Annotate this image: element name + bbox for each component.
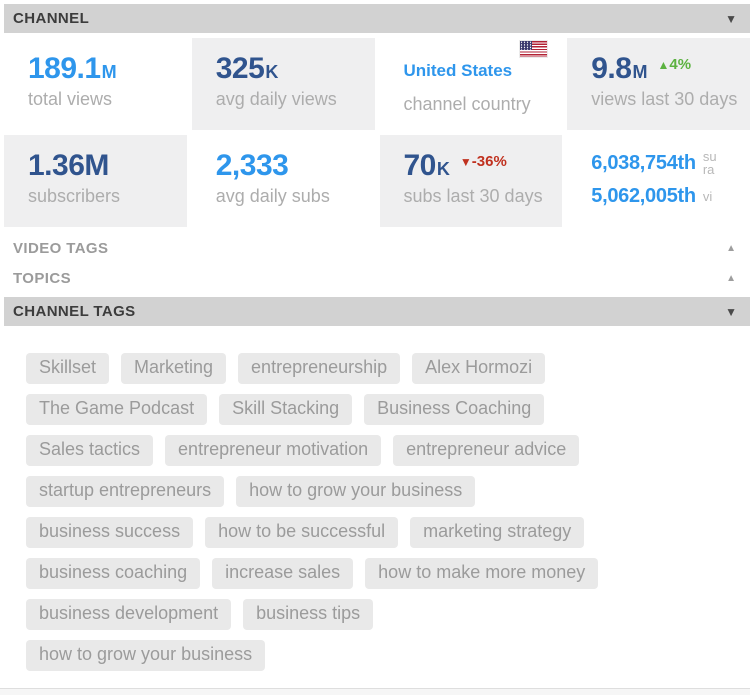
stat-avg-daily-subs: 2,333 avg daily subs <box>191 135 375 227</box>
us-flag-icon <box>520 41 548 57</box>
triangle-up-icon: ▲ <box>657 58 670 73</box>
chevron-down-icon[interactable]: ▼ <box>725 11 737 26</box>
subs-30d-delta-value: -36% <box>471 153 507 171</box>
channel-tag[interactable]: entrepreneur motivation <box>165 435 382 466</box>
channel-tag-row: business development business tips <box>26 599 730 630</box>
triangle-down-icon: ▼ <box>459 155 472 170</box>
channel-tag[interactable]: entrepreneur advice <box>393 435 580 466</box>
stat-subscribers: 1.36M subscribers <box>4 135 187 227</box>
views-rank-value: 5,062,005th <box>591 185 696 207</box>
avg-daily-views-value: 325 <box>215 52 265 85</box>
avg-daily-subs-value: 2,333 <box>215 149 289 182</box>
channel-tag[interactable]: business coaching <box>26 558 201 589</box>
stat-subs-last-30-days: 70 K ▼-36% subs last 30 days <box>379 135 563 227</box>
views-rank-note: vi <box>702 188 713 204</box>
channel-tag-row: startup entrepreneurs how to grow your bu… <box>26 476 730 507</box>
channel-country-value: United States <box>403 61 513 80</box>
channel-tag-row: The Game Podcast Skill Stacking Business C… <box>26 394 730 425</box>
channel-tag[interactable]: Skillset <box>26 353 110 384</box>
subs-30d-suffix: K <box>436 159 450 179</box>
channel-tag-row: how to grow your business <box>26 640 730 671</box>
channel-tag[interactable]: increase sales <box>212 558 354 589</box>
channel-tag[interactable]: how to make more money <box>365 558 599 589</box>
subscribers-value: 1.36M <box>28 149 109 182</box>
total-views-value: 189.1 <box>28 52 101 85</box>
channel-tag[interactable]: The Game Podcast <box>26 394 208 425</box>
subscriber-rank-value: 6,038,754th <box>591 152 696 174</box>
channel-stats-grid: 189.1 M total views 325 K avg daily views … <box>4 38 750 227</box>
channel-tag[interactable]: entrepreneurship <box>238 353 401 384</box>
channel-tag[interactable]: Business Coaching <box>364 394 545 425</box>
section-topics[interactable]: TOPICS ▲ <box>4 263 750 293</box>
avg-daily-subs-label: avg daily subs <box>215 185 330 206</box>
channel-tag[interactable]: how to be successful <box>205 517 399 548</box>
stat-channel-ranks: 6,038,754th su ra 5,062,005th vi <box>567 135 750 227</box>
total-views-suffix: M <box>101 62 117 82</box>
stat-total-views: 189.1 M total views <box>4 38 187 130</box>
views-30d-suffix: M <box>632 62 648 82</box>
views-30d-delta-value: 4% <box>669 56 692 74</box>
channel-tag-row: business coaching increase sales how to ma… <box>26 558 730 589</box>
total-views-label: total views <box>28 88 113 109</box>
channel-tag[interactable]: Alex Hormozi <box>412 353 546 384</box>
stat-views-last-30-days: 9.8 M ▲4% views last 30 days <box>567 38 750 130</box>
channel-tag-row: Sales tactics entrepreneur motivation entr… <box>26 435 730 466</box>
channel-section-title: CHANNEL <box>13 10 90 27</box>
channel-tag[interactable]: Skill Stacking <box>219 394 353 425</box>
channel-country-label: channel country <box>403 94 531 114</box>
channel-tag[interactable]: marketing strategy <box>410 517 585 548</box>
channel-tag[interactable]: how to grow your business <box>26 640 266 671</box>
channel-tag[interactable]: business development <box>26 599 232 630</box>
subs-30d-delta: ▼-36% <box>460 153 507 170</box>
avg-daily-views-suffix: K <box>265 62 279 82</box>
stat-avg-daily-views: 325 K avg daily views <box>191 38 375 130</box>
channel-tags-list: Skillset Marketing entrepreneurship Alex Ho… <box>0 326 750 671</box>
video-tags-label: VIDEO TAGS <box>13 239 109 257</box>
avg-daily-views-label: avg daily views <box>215 88 337 109</box>
channel-tag[interactable]: business tips <box>243 599 374 630</box>
views-30d-value: 9.8 <box>591 52 632 85</box>
collapsed-sections: VIDEO TAGS ▲ TOPICS ▲ <box>0 233 750 293</box>
subs-30d-label: subs last 30 days <box>403 185 543 206</box>
chevron-down-icon[interactable]: ▼ <box>725 304 737 319</box>
views-30d-delta: ▲4% <box>657 56 691 73</box>
channel-tag[interactable]: Sales tactics <box>26 435 154 466</box>
views-30d-label: views last 30 days <box>591 88 738 109</box>
channel-tag[interactable]: how to grow your business <box>236 476 476 507</box>
channel-tag-row: business success how to be successful mark… <box>26 517 730 548</box>
channel-tag[interactable]: business success <box>26 517 194 548</box>
channel-tag[interactable]: Marketing <box>121 353 227 384</box>
channel-tags-title: CHANNEL TAGS <box>13 303 136 320</box>
subscriber-rank-note: su ra <box>702 149 717 177</box>
section-channel-tags[interactable]: CHANNEL TAGS ▼ <box>4 297 750 326</box>
chevron-up-icon[interactable]: ▲ <box>726 272 736 284</box>
subs-30d-value: 70 <box>403 149 437 182</box>
chevron-up-icon[interactable]: ▲ <box>726 242 736 254</box>
stat-channel-country: United States channel country <box>379 38 563 130</box>
channel-tag-row: Skillset Marketing entrepreneurship Alex Ho… <box>26 353 730 384</box>
subscribers-label: subscribers <box>28 185 121 206</box>
channel-tag[interactable]: startup entrepreneurs <box>26 476 225 507</box>
topics-label: TOPICS <box>13 269 71 287</box>
channel-section-header[interactable]: CHANNEL ▼ <box>4 4 750 33</box>
section-video-tags[interactable]: VIDEO TAGS ▲ <box>4 233 750 263</box>
